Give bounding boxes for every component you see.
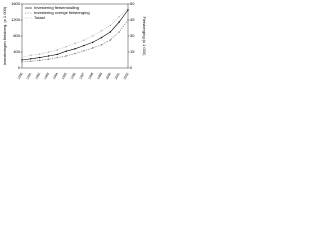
point <box>100 44 103 46</box>
chart: Investeringen fietsberg. (x 1 000) Fiets… <box>2 1 147 80</box>
point <box>83 50 85 52</box>
point <box>74 42 76 45</box>
x-tick-label: 1995 <box>61 72 68 80</box>
x-tick-label: 1999 <box>96 72 103 80</box>
point <box>83 44 85 47</box>
legend-label: Investering fietsenstalling <box>34 5 79 10</box>
y2-tick-label: 15 <box>130 49 135 54</box>
y2-tick-label: 45 <box>130 17 135 22</box>
point <box>21 61 23 63</box>
point <box>30 54 32 56</box>
point <box>47 58 50 60</box>
point <box>91 41 94 44</box>
point <box>30 60 32 62</box>
point <box>118 16 120 18</box>
y-tick-label: 800 <box>13 33 20 38</box>
point <box>91 47 94 49</box>
point <box>91 35 94 37</box>
point <box>100 36 103 39</box>
point <box>56 56 59 59</box>
point <box>47 51 50 53</box>
point <box>83 39 85 41</box>
point <box>118 21 120 23</box>
point <box>127 9 129 11</box>
y2-tick-label: 30 <box>130 33 135 38</box>
point <box>127 7 129 9</box>
x-tick-label: 1992 <box>34 72 41 80</box>
point <box>38 53 41 55</box>
x-tick-label: 2002 <box>123 72 130 80</box>
point <box>21 59 23 61</box>
series-line <box>21 19 129 63</box>
point <box>56 49 59 51</box>
x-tick-label: 1996 <box>70 72 77 80</box>
point <box>30 58 32 60</box>
point <box>118 31 120 33</box>
y-tick-label: 0 <box>18 65 21 70</box>
y-tick-label: 1200 <box>11 17 21 22</box>
point <box>109 39 112 41</box>
point <box>65 55 67 57</box>
legend-label: Investering overige fietsberging <box>34 10 90 15</box>
point <box>127 19 129 21</box>
legend-label: Totaal <box>34 15 45 20</box>
y2-tick-label: 0 <box>130 65 133 70</box>
x-tick-label: 1997 <box>78 72 85 80</box>
y-tick-label: 1600 <box>11 1 21 6</box>
x-tick-label: 1993 <box>43 72 50 80</box>
point <box>21 56 23 59</box>
x-tick-label: 1990 <box>17 72 24 80</box>
x-tick-label: 1991 <box>25 72 32 80</box>
point <box>100 29 103 32</box>
point <box>74 48 76 50</box>
point <box>38 59 41 62</box>
y-tick-label: 400 <box>13 49 20 54</box>
point <box>109 31 112 33</box>
point <box>38 56 41 59</box>
x-tick-label: 2000 <box>105 72 112 80</box>
point <box>47 55 50 57</box>
x-tick-label: 2001 <box>114 72 121 80</box>
y-axis-label: Investeringen fietsberg. (x 1 000) <box>2 6 7 65</box>
point <box>65 45 67 48</box>
point <box>65 50 67 52</box>
y2-tick-label: 60 <box>130 1 135 6</box>
x-tick-label: 1998 <box>87 72 94 80</box>
y2-axis-label: Fietsberging (x 1 000) <box>142 17 147 57</box>
point <box>109 24 112 27</box>
x-tick-label: 1994 <box>52 72 59 80</box>
point <box>56 53 59 56</box>
point <box>74 52 76 55</box>
page: {"chart_data": {"type": "line", "y_label… <box>0 0 320 80</box>
